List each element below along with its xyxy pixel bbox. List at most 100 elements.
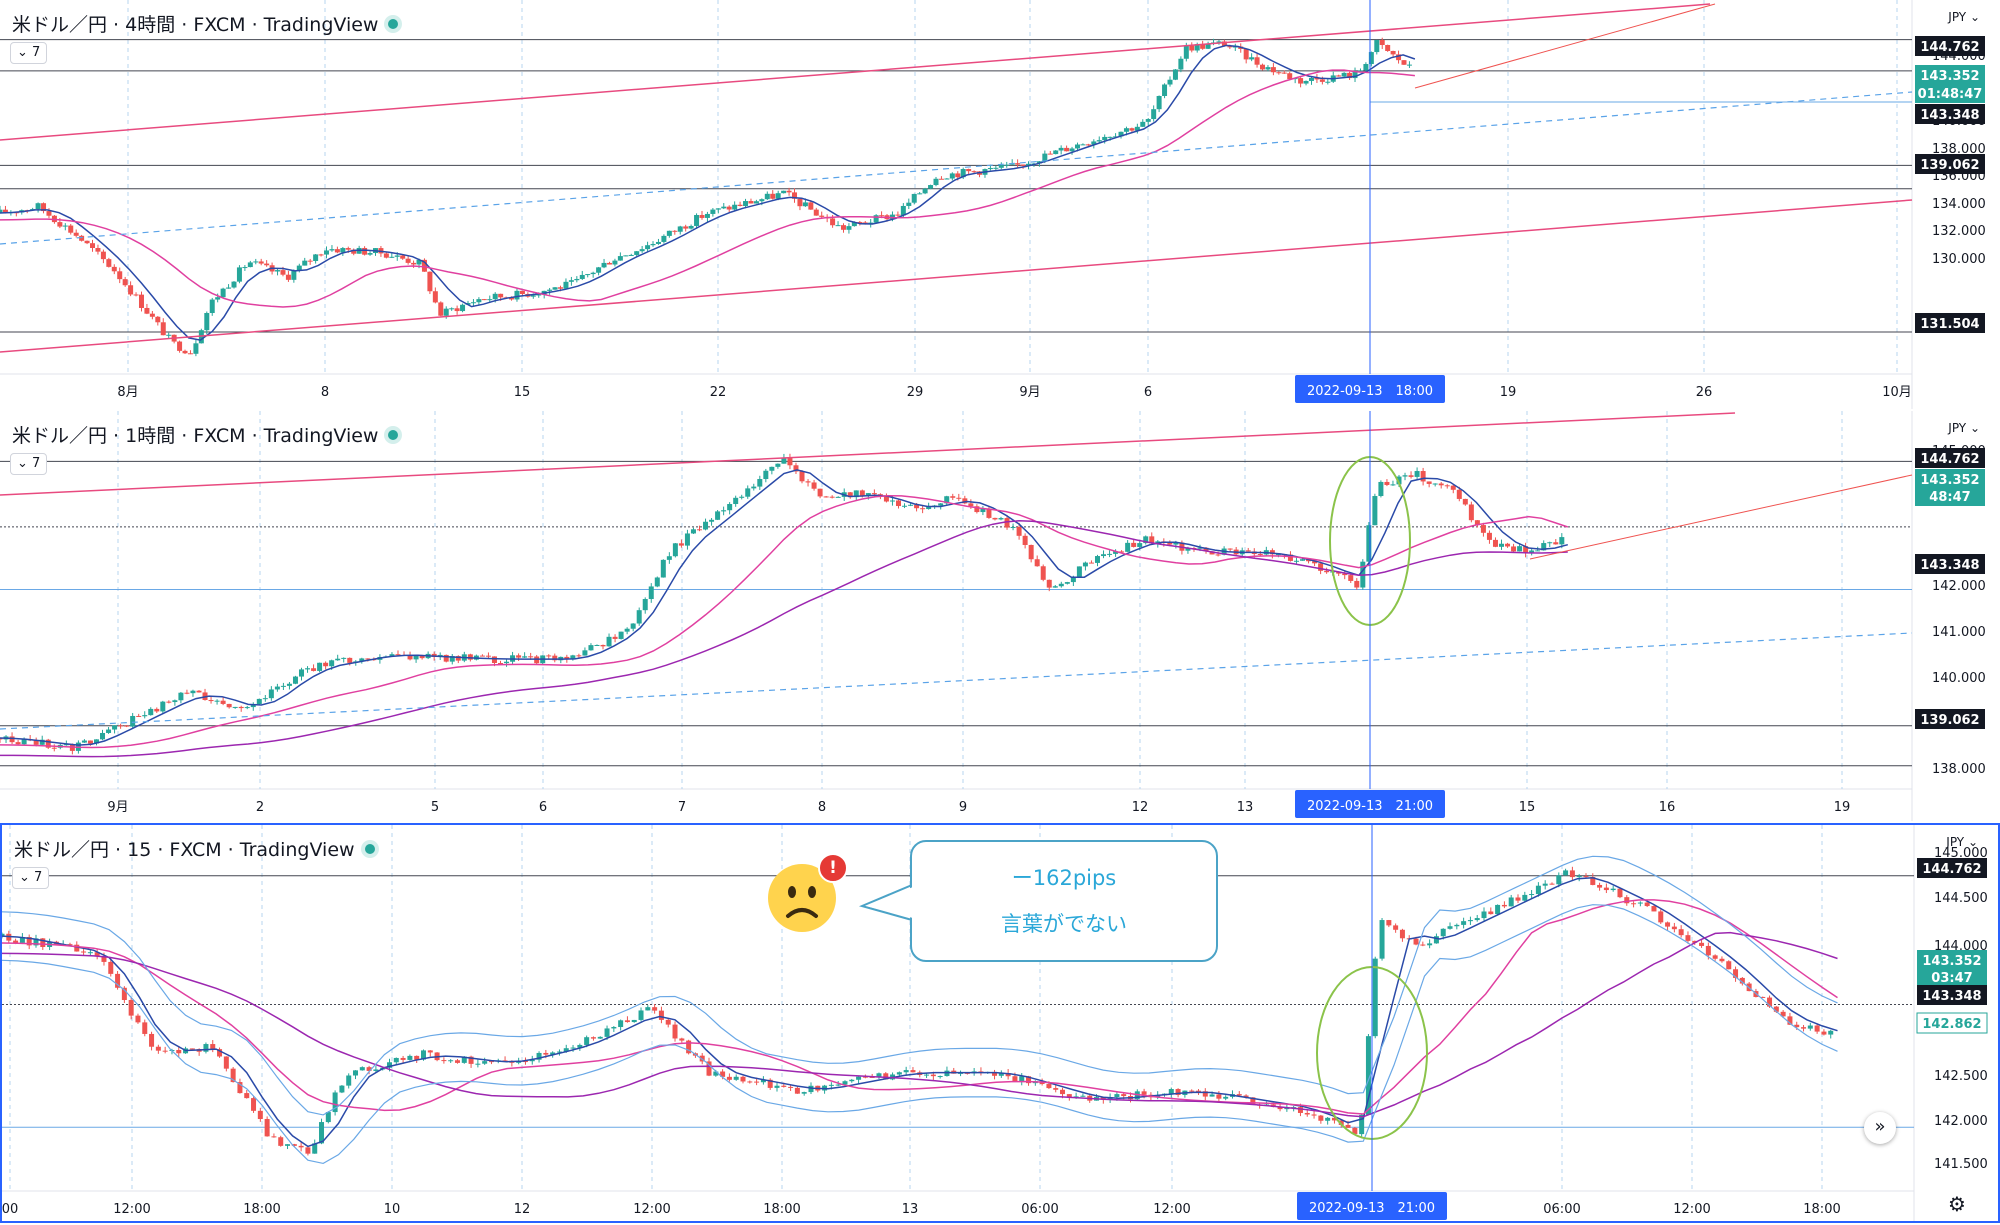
candle-body — [721, 510, 727, 512]
comment-text: 言葉がでない — [1001, 912, 1127, 936]
indicator-collapse-button[interactable]: ⌄ 7 — [10, 453, 48, 475]
candle-body — [1372, 496, 1378, 526]
candle-body — [359, 658, 365, 662]
candle-body — [1348, 575, 1354, 581]
candle-body — [980, 508, 986, 513]
candle-body — [498, 293, 504, 298]
price-label-text: 144.762 — [1922, 862, 1981, 877]
candle-body — [1046, 1084, 1052, 1089]
candle-body — [177, 341, 183, 351]
candle-body — [1505, 543, 1511, 547]
candle-body — [1058, 147, 1064, 151]
candle-body — [672, 1024, 678, 1039]
chart-area-4h[interactable]: 144.000142.000140.000138.000136.000134.0… — [0, 0, 2000, 409]
candle-body — [902, 505, 908, 507]
candle-body — [2, 209, 8, 213]
candle-body — [427, 1050, 433, 1053]
x-tick-label: 26 — [1696, 385, 1713, 400]
candle-body — [584, 1037, 590, 1045]
candle-body — [1787, 1016, 1793, 1025]
candle-body — [1216, 1094, 1222, 1099]
candle-body — [155, 316, 161, 323]
candle-body — [552, 287, 558, 290]
candle-body — [1064, 582, 1070, 584]
candle-body — [876, 1073, 882, 1078]
candle-body — [727, 504, 733, 511]
candle-body — [764, 193, 770, 200]
candle-body — [1300, 559, 1306, 561]
candle-body — [1015, 163, 1021, 165]
candle-body — [739, 496, 745, 498]
candle-body — [1145, 119, 1151, 122]
candle-body — [1461, 921, 1467, 925]
candle-body — [19, 937, 25, 943]
candle-body — [1522, 894, 1528, 901]
candle-body — [187, 353, 193, 355]
candle-body — [319, 1122, 325, 1144]
candle-body — [1125, 542, 1131, 552]
candle-body — [492, 293, 498, 300]
x-tick-label: 6 — [1144, 385, 1152, 400]
candle-body — [709, 519, 715, 522]
candle-body — [149, 313, 155, 317]
currency-menu[interactable]: JPY ⌄ — [1948, 421, 1980, 435]
candle-body — [491, 656, 497, 664]
candle-body — [1107, 136, 1113, 138]
candle-body — [142, 1022, 148, 1034]
indicator-collapse-button[interactable]: ⌄ 7 — [12, 867, 50, 889]
candle-body — [748, 201, 754, 204]
scroll-to-realtime-icon[interactable]: » — [1864, 1112, 1896, 1144]
candle-body — [840, 225, 846, 230]
candle-body — [432, 291, 438, 303]
candle-body — [917, 193, 923, 195]
candle-body — [414, 1055, 420, 1060]
candle-body — [835, 496, 841, 498]
currency-menu[interactable]: JPY ⌄ — [1948, 10, 1980, 24]
chart-area-15m[interactable]: 145.000144.500144.000143.500142.500142.0… — [2, 825, 1998, 1221]
candle-body — [654, 577, 660, 587]
x-tick-label: 13 — [1237, 800, 1254, 815]
candle-body — [1408, 475, 1414, 477]
market-open-icon — [388, 19, 399, 29]
candle-body — [516, 655, 522, 658]
candle-body — [895, 214, 901, 216]
candle-body — [1058, 583, 1064, 587]
chart-panel-4h[interactable]: 144.000142.000140.000138.000136.000134.0… — [0, 0, 2000, 409]
chart-area-1h[interactable]: 145.000144.000142.000141.000140.000138.0… — [0, 411, 2000, 821]
candle-body — [1773, 1006, 1779, 1012]
currency-menu[interactable]: JPY ⌄ — [1946, 835, 1978, 849]
candle-body — [751, 486, 757, 489]
candle-body — [393, 1057, 399, 1063]
candle-body — [1699, 942, 1705, 946]
candle-body — [1426, 481, 1432, 484]
candle-body — [1529, 894, 1535, 896]
crosshair-date-label: 2022-09-13 21:00 — [1309, 1201, 1435, 1216]
candle-body — [1167, 542, 1173, 545]
candle-body — [1215, 554, 1221, 556]
candle-body — [1705, 945, 1711, 956]
candle-body — [684, 533, 690, 546]
chart-panel-1h[interactable]: 145.000144.000142.000141.000140.000138.0… — [0, 411, 2000, 821]
candle-body — [1576, 876, 1582, 878]
gear-icon[interactable]: ⚙ — [1948, 1192, 1966, 1216]
candle-body — [1016, 526, 1022, 536]
candle-body — [485, 655, 491, 657]
candle-body — [1508, 897, 1514, 907]
candle-body — [846, 226, 852, 230]
candle-body — [2, 933, 5, 937]
candle-body — [1336, 75, 1342, 77]
indicator-collapse-button[interactable]: ⌄ 7 — [10, 42, 48, 64]
candle-body — [271, 1136, 277, 1138]
candle-body — [298, 1145, 304, 1148]
candle-body — [449, 656, 455, 662]
candle-body — [1227, 46, 1233, 48]
candle-body — [1269, 550, 1275, 555]
candle-body — [94, 952, 100, 957]
candle-body — [690, 529, 696, 534]
candle-body — [926, 506, 932, 510]
candle-body — [859, 490, 865, 496]
candle-body — [420, 1050, 426, 1060]
candle-body — [1026, 1076, 1032, 1084]
price-label-box — [1915, 65, 1985, 85]
candle-body — [232, 706, 238, 708]
